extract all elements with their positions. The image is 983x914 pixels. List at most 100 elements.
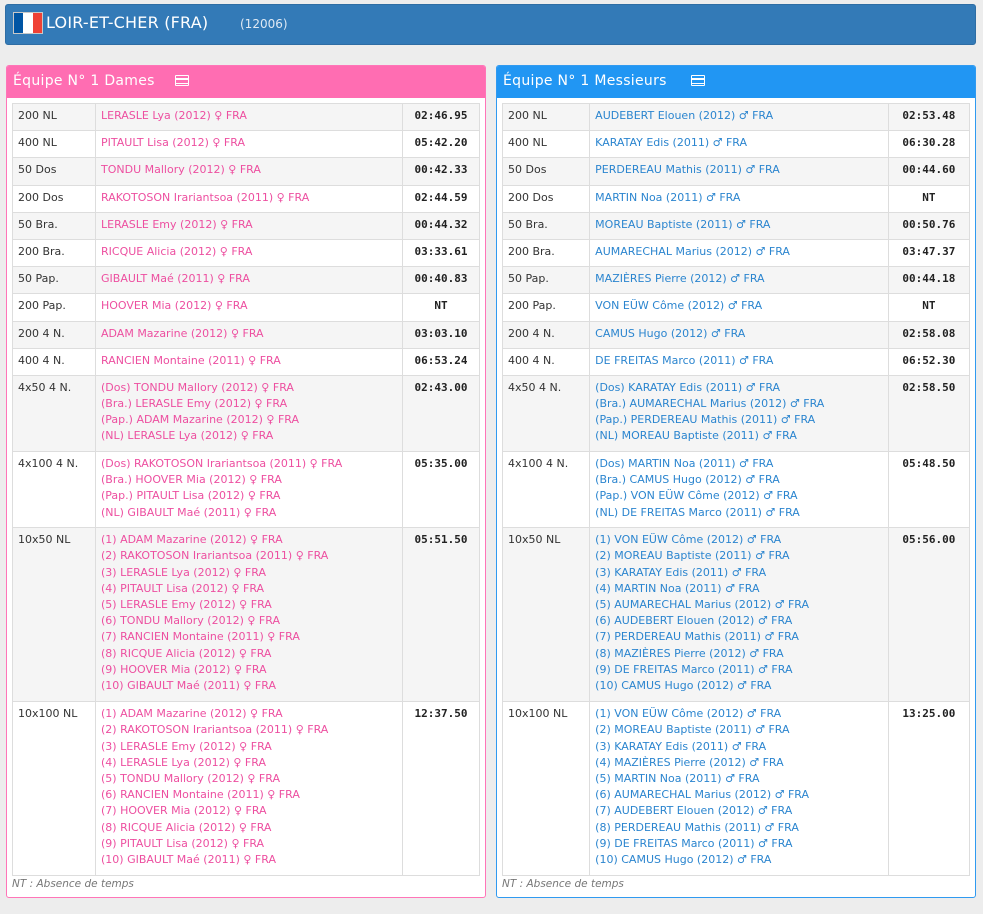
swimmer-link[interactable]: (4) MAZIÈRES Pierre (2012) ♂ FRA: [595, 755, 784, 769]
card-icon[interactable]: [175, 75, 189, 86]
swimmer-link[interactable]: (1) VON EÜW Côme (2012) ♂ FRA: [595, 707, 782, 721]
swimmer-link[interactable]: HOOVER Mia (2012) ♀ FRA: [101, 299, 248, 313]
swimmer-link[interactable]: (2) MOREAU Baptiste (2011) ♂ FRA: [595, 549, 790, 563]
results-table-dames: 200 NL LERASLE Lya (2012) ♀ FRA 02:46.95 40…: [12, 102, 480, 877]
swimmer-link[interactable]: MAZIÈRES Pierre (2012) ♂ FRA: [595, 272, 765, 286]
swimmer-link[interactable]: (Dos) KARATAY Edis (2011) ♂ FRA: [595, 380, 781, 394]
swimmer-link[interactable]: (5) LERASLE Emy (2012) ♀ FRA: [101, 598, 272, 612]
swimmer-link[interactable]: (9) DE FREITAS Marco (2011) ♂ FRA: [595, 836, 793, 850]
swimmer-link[interactable]: (7) RANCIEN Montaine (2011) ♀ FRA: [101, 630, 300, 644]
swimmer-link[interactable]: (4) PITAULT Lisa (2012) ♀ FRA: [101, 581, 265, 595]
swimmer-link[interactable]: (4) MARTIN Noa (2011) ♂ FRA: [595, 581, 760, 595]
swimmer-link[interactable]: (8) MAZIÈRES Pierre (2012) ♂ FRA: [595, 646, 784, 660]
swimmer-link[interactable]: (10) CAMUS Hugo (2012) ♂ FRA: [595, 679, 772, 693]
table-row: 4x100 4 N. (Dos) MARTIN Noa (2011) ♂ FRA(…: [501, 451, 971, 529]
swimmer-link[interactable]: AUMARECHAL Marius (2012) ♂ FRA: [595, 244, 790, 258]
swimmer-link[interactable]: (5) AUMARECHAL Marius (2012) ♂ FRA: [595, 598, 810, 612]
swimmer-link[interactable]: (3) KARATAY Edis (2011) ♂ FRA: [595, 739, 767, 753]
swimmer-link[interactable]: (2) MOREAU Baptiste (2011) ♂ FRA: [595, 723, 790, 737]
swimmers-cell: LERASLE Emy (2012) ♀ FRA: [95, 211, 403, 240]
swimmer-link[interactable]: (9) PITAULT Lisa (2012) ♀ FRA: [101, 836, 265, 850]
swimmer-link[interactable]: (NL) MOREAU Baptiste (2011) ♂ FRA: [595, 429, 797, 443]
swimmer-link[interactable]: (Dos) RAKOTOSON Irariantsoa (2011) ♀ FRA: [101, 457, 343, 471]
swimmer-link[interactable]: (9) DE FREITAS Marco (2011) ♂ FRA: [595, 662, 793, 676]
swimmer-link[interactable]: (Bra.) CAMUS Hugo (2012) ♂ FRA: [595, 473, 780, 487]
swimmer-link[interactable]: (Pap.) PITAULT Lisa (2012) ♀ FRA: [101, 489, 281, 503]
flag-stripe-blue: [14, 13, 24, 33]
swimmer-link[interactable]: (2) RAKOTOSON Irariantsoa (2011) ♀ FRA: [101, 549, 329, 563]
swimmer-link[interactable]: (1) ADAM Mazarine (2012) ♀ FRA: [101, 707, 283, 721]
swimmer-link[interactable]: LERASLE Lya (2012) ♀ FRA: [101, 109, 247, 122]
time-cell: 00:40.83: [402, 266, 480, 295]
swimmers-cell: DE FREITAS Marco (2011) ♂ FRA: [589, 347, 889, 376]
swimmers-cell: PERDEREAU Mathis (2011) ♂ FRA: [589, 157, 889, 186]
swimmer-link[interactable]: (6) RANCIEN Montaine (2011) ♀ FRA: [101, 788, 300, 802]
swimmer-link[interactable]: (8) RICQUE Alicia (2012) ♀ FRA: [101, 820, 272, 834]
swimmer-link[interactable]: (10) CAMUS Hugo (2012) ♂ FRA: [595, 853, 772, 867]
swimmers-cell: CAMUS Hugo (2012) ♂ FRA: [589, 320, 889, 349]
event-cell: 200 Bra.: [501, 238, 591, 268]
swimmer-link[interactable]: (4) LERASLE Lya (2012) ♀ FRA: [101, 755, 266, 769]
swimmer-link[interactable]: (NL) GIBAULT Maé (2011) ♀ FRA: [101, 505, 277, 519]
panel-title-messieurs: Équipe N° 1 Messieurs: [503, 73, 667, 89]
swimmer-link[interactable]: (Pap.) ADAM Mazarine (2012) ♀ FRA: [101, 413, 299, 427]
swimmer-link[interactable]: GIBAULT Maé (2011) ♀ FRA: [101, 272, 250, 286]
event-cell: 200 Pap.: [501, 293, 591, 322]
time-cell: 06:53.24: [402, 347, 480, 376]
swimmer-link[interactable]: LERASLE Emy (2012) ♀ FRA: [101, 217, 253, 231]
swimmer-link[interactable]: (6) AUDEBERT Elouen (2012) ♂ FRA: [595, 614, 793, 628]
time-cell: 02:44.59: [402, 184, 480, 213]
swimmer-link[interactable]: (10) GIBAULT Maé (2011) ♀ FRA: [101, 853, 276, 867]
swimmer-link[interactable]: RANCIEN Montaine (2011) ♀ FRA: [101, 353, 281, 367]
swimmer-link[interactable]: (8) RICQUE Alicia (2012) ♀ FRA: [101, 646, 272, 660]
table-row: 200 NL LERASLE Lya (2012) ♀ FRA 02:46.95: [12, 102, 480, 132]
swimmer-link[interactable]: (8) PERDEREAU Mathis (2011) ♂ FRA: [595, 820, 799, 834]
swimmer-link[interactable]: (5) TONDU Mallory (2012) ♀ FRA: [101, 772, 280, 786]
swimmer-link[interactable]: (NL) LERASLE Lya (2012) ♀ FRA: [101, 429, 274, 443]
swimmer-link[interactable]: (3) LERASLE Emy (2012) ♀ FRA: [101, 739, 272, 753]
swimmer-link[interactable]: (3) KARATAY Edis (2011) ♂ FRA: [595, 565, 767, 579]
swimmer-link[interactable]: (7) AUDEBERT Elouen (2012) ♂ FRA: [595, 804, 793, 818]
table-row: 200 Dos RAKOTOSON Irariantsoa (2011) ♀ FR…: [12, 184, 480, 213]
swimmer-link[interactable]: (10) GIBAULT Maé (2011) ♀ FRA: [101, 679, 276, 693]
swimmer-link[interactable]: KARATAY Edis (2011) ♂ FRA: [595, 136, 748, 150]
swimmer-link[interactable]: AUDEBERT Elouen (2012) ♂ FRA: [595, 109, 774, 122]
swimmer-link[interactable]: MOREAU Baptiste (2011) ♂ FRA: [595, 217, 771, 231]
swimmer-link[interactable]: (6) AUMARECHAL Marius (2012) ♂ FRA: [595, 788, 810, 802]
table-row: 200 Pap. HOOVER Mia (2012) ♀ FRA NT: [12, 293, 480, 322]
swimmer-link[interactable]: PERDEREAU Mathis (2011) ♂ FRA: [595, 163, 780, 177]
swimmer-link[interactable]: (Bra.) LERASLE Emy (2012) ♀ FRA: [101, 397, 288, 411]
swimmer-link[interactable]: (Dos) TONDU Mallory (2012) ♀ FRA: [101, 380, 294, 394]
swimmer-link[interactable]: (1) ADAM Mazarine (2012) ♀ FRA: [101, 533, 283, 547]
swimmer-link[interactable]: TONDU Mallory (2012) ♀ FRA: [101, 163, 261, 177]
card-icon[interactable]: [691, 75, 705, 86]
swimmer-link[interactable]: (2) RAKOTOSON Irariantsoa (2011) ♀ FRA: [101, 723, 329, 737]
swimmer-link[interactable]: (Pap.) PERDEREAU Mathis (2011) ♂ FRA: [595, 413, 816, 427]
swimmer-link[interactable]: (Bra.) HOOVER Mia (2012) ♀ FRA: [101, 473, 282, 487]
swimmer-link[interactable]: VON EÜW Côme (2012) ♂ FRA: [595, 299, 763, 313]
swimmer-link[interactable]: DE FREITAS Marco (2011) ♂ FRA: [595, 353, 774, 367]
time-cell: 02:58.08: [887, 320, 971, 349]
time-cell: 00:44.32: [402, 211, 480, 240]
swimmer-link[interactable]: RAKOTOSON Irariantsoa (2011) ♀ FRA: [101, 190, 310, 204]
swimmer-link[interactable]: CAMUS Hugo (2012) ♂ FRA: [595, 326, 746, 340]
swimmer-link[interactable]: (5) MARTIN Noa (2011) ♂ FRA: [595, 772, 760, 786]
swimmer-link[interactable]: (7) PERDEREAU Mathis (2011) ♂ FRA: [595, 630, 799, 644]
swimmer-link[interactable]: (Bra.) AUMARECHAL Marius (2012) ♂ FRA: [595, 397, 825, 411]
swimmers-cell: KARATAY Edis (2011) ♂ FRA: [589, 130, 889, 159]
time-cell: 02:53.48: [887, 102, 971, 132]
swimmer-link[interactable]: (3) LERASLE Lya (2012) ♀ FRA: [101, 565, 266, 579]
swimmer-link[interactable]: (7) HOOVER Mia (2012) ♀ FRA: [101, 804, 267, 818]
swimmer-link[interactable]: RICQUE Alicia (2012) ♀ FRA: [101, 244, 253, 258]
swimmer-link[interactable]: (Dos) MARTIN Noa (2011) ♂ FRA: [595, 457, 774, 471]
swimmer-link[interactable]: MARTIN Noa (2011) ♂ FRA: [595, 190, 741, 204]
time-cell: 05:48.50: [887, 451, 971, 529]
swimmer-link[interactable]: (Pap.) VON EÜW Côme (2012) ♂ FRA: [595, 489, 798, 503]
club-title: LOIR-ET-CHER (FRA): [46, 13, 209, 32]
swimmer-link[interactable]: PITAULT Lisa (2012) ♀ FRA: [101, 136, 245, 150]
swimmer-link[interactable]: (9) HOOVER Mia (2012) ♀ FRA: [101, 662, 267, 676]
swimmer-link[interactable]: (NL) DE FREITAS Marco (2011) ♂ FRA: [595, 505, 800, 519]
swimmer-link[interactable]: (6) TONDU Mallory (2012) ♀ FRA: [101, 614, 280, 628]
swimmer-link[interactable]: (1) VON EÜW Côme (2012) ♂ FRA: [595, 533, 782, 547]
swimmer-link[interactable]: ADAM Mazarine (2012) ♀ FRA: [101, 326, 264, 340]
